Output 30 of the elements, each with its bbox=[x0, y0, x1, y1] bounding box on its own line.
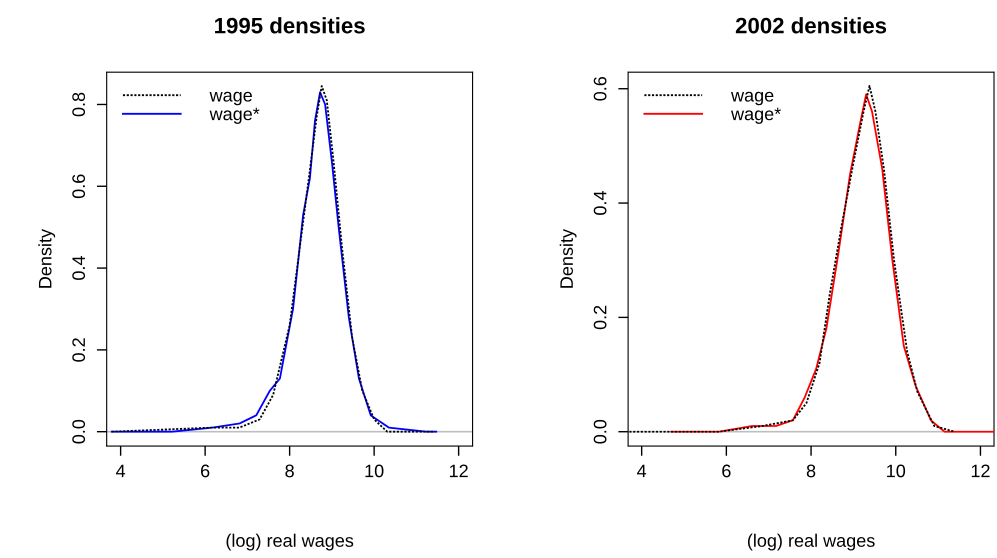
y-tick-label: 0.2 bbox=[594, 306, 606, 330]
y-axis-title: Density bbox=[560, 229, 577, 288]
y-tick-label: 0.0 bbox=[594, 420, 606, 444]
legend-label: wage* bbox=[210, 108, 260, 124]
y-tick-label: 0.4 bbox=[594, 191, 606, 215]
x-tick-label: 8 bbox=[806, 464, 816, 478]
x-tick-label: 4 bbox=[637, 464, 646, 478]
legend-label: wage bbox=[731, 92, 774, 106]
y-tick-label: 0.6 bbox=[594, 76, 606, 101]
chart-title: 2002 densities bbox=[736, 17, 886, 34]
y-tick-label: 0.2 bbox=[72, 338, 86, 362]
line-series bbox=[670, 94, 994, 433]
x-tick-label: 4 bbox=[116, 464, 126, 478]
x-tick-label: 10 bbox=[365, 464, 384, 478]
y-axis-title: Density bbox=[38, 229, 56, 288]
y-tick-label: 0.4 bbox=[72, 256, 86, 280]
legend-label: wage bbox=[210, 92, 252, 106]
chart-title: 1995 densities bbox=[215, 17, 365, 34]
x-axis-title: (log) real wages bbox=[226, 534, 354, 551]
y-tick-label: 0.0 bbox=[72, 420, 86, 444]
x-tick-label: 8 bbox=[285, 464, 294, 478]
y-tick-label: 0.6 bbox=[72, 174, 86, 198]
x-axis-title: (log) real wages bbox=[748, 534, 875, 551]
x-tick-label: 10 bbox=[887, 464, 906, 478]
legend-label: wage* bbox=[731, 108, 781, 124]
y-tick-label: 0.8 bbox=[72, 92, 86, 116]
x-tick-label: 6 bbox=[722, 464, 731, 478]
x-tick-label: 12 bbox=[972, 464, 990, 478]
x-tick-label: 12 bbox=[450, 464, 468, 478]
x-tick-label: 6 bbox=[201, 464, 210, 478]
